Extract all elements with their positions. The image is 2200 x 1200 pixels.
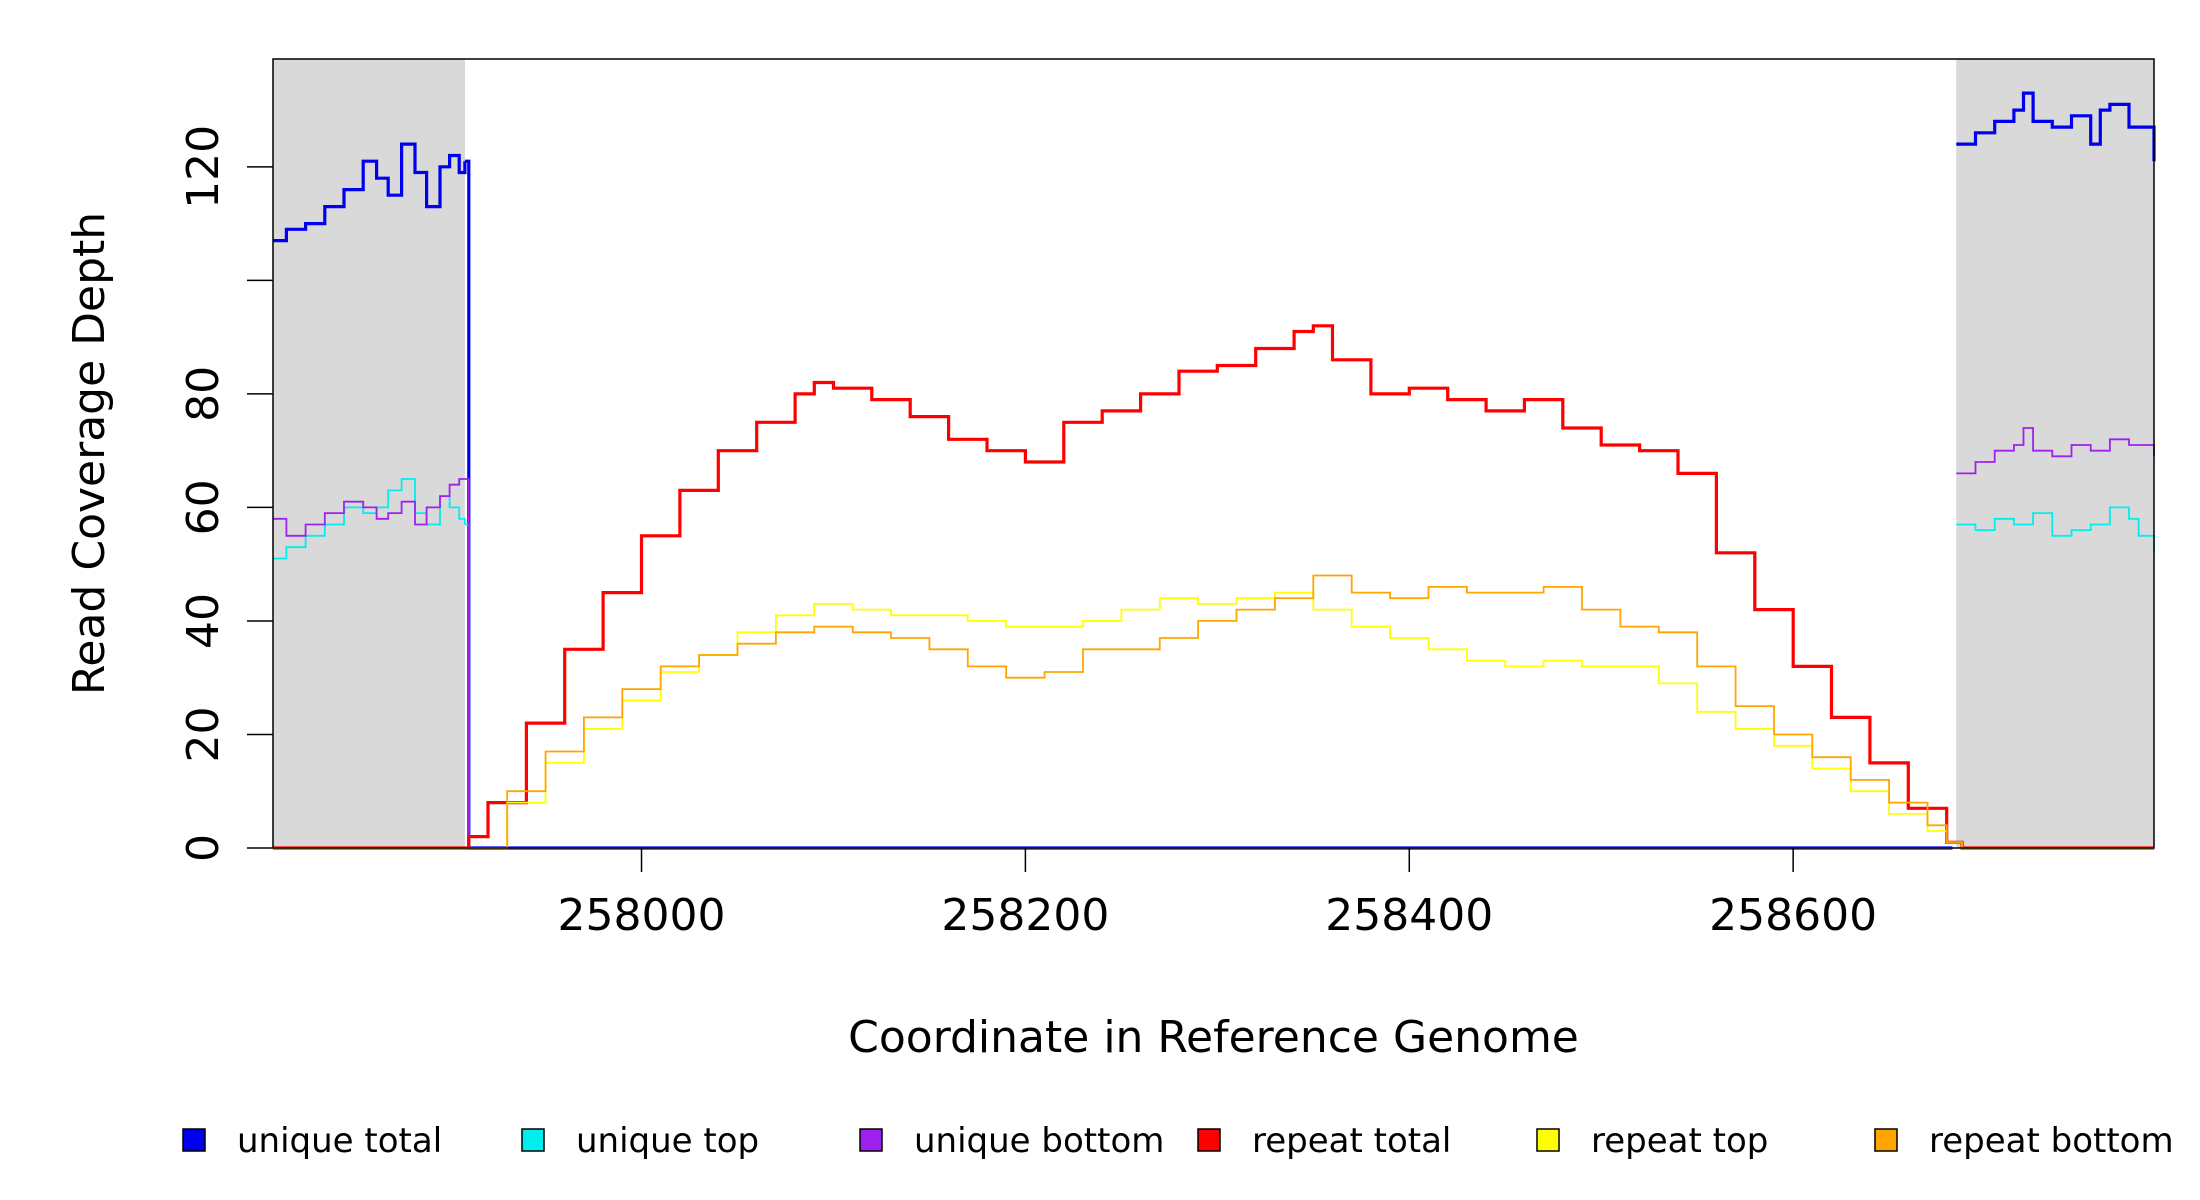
series-line-repeat-top-1: [273, 591, 2154, 849]
shaded-region-2: [1956, 59, 2154, 848]
series-line-unique-total-3: [1956, 91, 2156, 162]
y-tick-label: 60: [178, 479, 229, 535]
series-line-unique-top-2: [464, 523, 1953, 849]
legend-label-repeat-total: repeat total: [1252, 1121, 1451, 1161]
y-axis-title: Read Coverage Depth: [64, 212, 115, 695]
legend-label-repeat-top: repeat top: [1591, 1121, 1768, 1161]
legend-swatch-unique-bottom: [859, 1128, 883, 1152]
legend: unique total unique top unique bottom repea…: [182, 1121, 2174, 1161]
series-lines: [273, 91, 2156, 850]
series-line-unique-total-2: [464, 159, 1953, 850]
legend-swatch-repeat-bottom: [1874, 1128, 1898, 1152]
series-line-unique-bottom-2: [464, 478, 1953, 849]
shaded-regions: [273, 59, 2154, 848]
x-tick-label: 258600: [1709, 890, 1877, 941]
y-axis: 0 20 40 60 80 120: [178, 125, 273, 862]
plot-frame: [272, 58, 2155, 849]
series-line-unique-total-1: [273, 142, 467, 243]
legend-swatch-repeat-total: [1197, 1128, 1221, 1152]
legend-label-unique-top: unique top: [576, 1121, 759, 1161]
x-tick-label: 258200: [941, 890, 1109, 941]
y-tick-label: 120: [178, 125, 229, 209]
legend-label-unique-bottom: unique bottom: [914, 1121, 1164, 1161]
x-tick-label: 258400: [1325, 890, 1493, 941]
x-tick-label: 258000: [558, 890, 726, 941]
x-axis: 258000 258200 258400 258600: [558, 848, 1877, 941]
series-line-unique-top-3: [1956, 506, 2155, 553]
legend-label-repeat-bottom: repeat bottom: [1929, 1121, 2174, 1161]
series-line-unique-top-1: [273, 478, 466, 560]
series-line-repeat-bottom-1: [273, 574, 2154, 849]
legend-label-unique-total: unique total: [237, 1121, 442, 1161]
series-line-unique-bottom-1: [273, 478, 465, 537]
legend-swatch-unique-total: [182, 1128, 206, 1152]
legend-swatch-unique-top: [521, 1128, 545, 1152]
y-tick-label: 0: [178, 834, 229, 862]
series-line-unique-bottom-3: [1956, 427, 2155, 475]
shaded-region-1: [273, 59, 465, 848]
y-tick-label: 80: [178, 366, 229, 422]
legend-swatch-repeat-top: [1536, 1128, 1560, 1152]
y-tick-label: 40: [178, 593, 229, 649]
y-tick-label: 20: [178, 706, 229, 762]
x-axis-title: Coordinate in Reference Genome: [848, 1012, 1579, 1063]
series-line-repeat-total-1: [273, 324, 2154, 850]
